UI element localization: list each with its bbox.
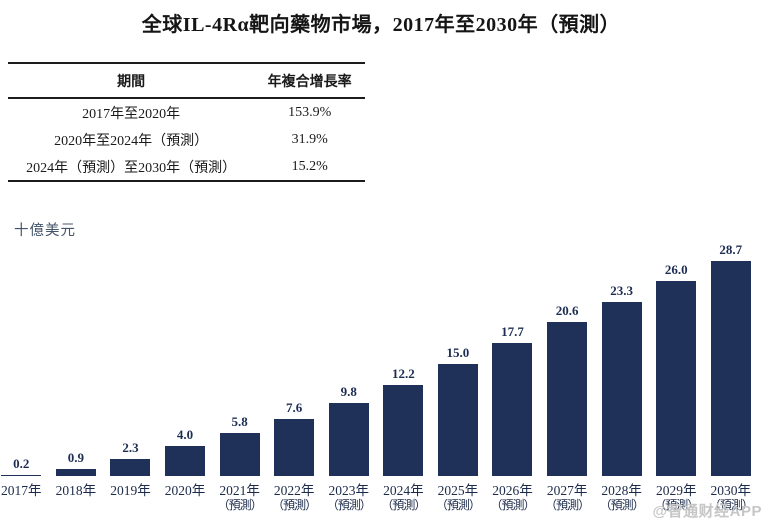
category-year: 2024年 (383, 483, 424, 498)
period-cell: 2024年（預測）至2030年（預測） (26, 161, 237, 176)
bar (710, 261, 751, 476)
cagr-cell: 153.9% (288, 105, 332, 120)
cagr-table: 期間 年複合增長率 2017年至2020年 153.9% 2020年至2024年… (8, 62, 365, 182)
table-row: 2024年（預測）至2030年（預測） 15.2% (8, 153, 365, 181)
category-forecast-note: （預測） (217, 497, 263, 512)
category-year: 2030年 (710, 483, 752, 498)
category-year: 2021年 (219, 483, 260, 498)
bar-category-label: 2023年 （預測） (326, 476, 372, 524)
cagr-cell: 15.2% (291, 159, 328, 174)
table-row: 2017年至2020年 153.9% (8, 98, 365, 126)
category-forecast-note: （預測） (490, 497, 535, 512)
bar-value-label: 4.0 (176, 427, 194, 442)
bar (492, 343, 533, 476)
category-forecast-note: （預測） (381, 497, 426, 512)
table-header-cagr: 年複合增長率 (254, 63, 365, 99)
bar-category-label: 2024年 （預測） (381, 476, 426, 524)
bar-value-label: 15.0 (446, 344, 470, 360)
bar-category-label: 2029年 （預測） (654, 476, 699, 524)
bar-column: 12.2 2024年 （預測） (376, 240, 431, 524)
bar-column: 0.2 2017年 (0, 240, 49, 524)
bar (110, 458, 151, 476)
category-forecast-note: （預測） (654, 497, 699, 512)
bar-value-label: 26.0 (664, 262, 688, 278)
bar-category-label: 2027年 （預測） (545, 476, 590, 524)
bar-column: 0.9 2018年 (49, 240, 104, 524)
bar (383, 384, 424, 476)
cagr-cell: 31.9% (291, 132, 328, 147)
category-forecast-note: （預測） (435, 497, 481, 512)
bar-category-label: 2028年 （預測） (599, 476, 645, 524)
bar (328, 402, 369, 476)
bar-column: 28.7 2030年 （預測） (704, 240, 759, 524)
bar-category-label: 2018年 (56, 476, 97, 524)
bar-chart: 0.2 2017年 0.9 2018年 2.3 2019年 4.0 2020年 5.8 2021年… (0, 240, 758, 524)
bar (165, 446, 206, 476)
bar-column: 7.6 2022年 （預測） (267, 240, 322, 524)
bar-value-label: 9.8 (340, 383, 357, 399)
table-header-period: 期間 (8, 63, 255, 99)
category-year: 2018年 (55, 483, 97, 498)
category-forecast-note: （預測） (326, 497, 372, 512)
category-year: 2026年 (492, 483, 533, 498)
bar (1, 474, 42, 476)
table-row: 2020年至2024年（預測） 31.9% (8, 126, 365, 153)
category-year: 2017年 (1, 483, 42, 498)
bar-category-label: 2030年 （預測） (708, 476, 754, 524)
category-forecast-note: （預測） (545, 497, 590, 512)
bar-category-label: 2021年 （預測） (217, 476, 263, 524)
bar-value-label: 12.2 (391, 365, 415, 381)
bar-category-label: 2020年 (165, 476, 206, 524)
bar-category-label: 2026年 （預測） (490, 476, 535, 524)
category-year: 2027年 (546, 483, 588, 498)
y-axis-unit-label: 十億美元 (14, 223, 76, 239)
category-forecast-note: （預測） (272, 497, 317, 512)
bar-column: 26.0 2029年 （預測） (649, 240, 704, 524)
watermark: @智通财经APP (652, 503, 762, 520)
bar-column: 15.0 2025年 （預測） (431, 240, 486, 524)
bar-column: 20.6 2027年 （預測） (540, 240, 595, 524)
category-year: 2029年 (655, 483, 697, 498)
bar-category-label: 2025年 （預測） (435, 476, 481, 524)
bar-column: 4.0 2020年 (158, 240, 213, 524)
bar (656, 281, 697, 476)
bar-column: 23.3 2028年 （預測） (594, 240, 649, 524)
bar-value-label: 2.3 (122, 439, 139, 455)
bar-column: 5.8 2021年 （預測） (212, 240, 267, 524)
bar-value-label: 28.7 (719, 242, 743, 257)
bar-column: 9.8 2023年 （預測） (321, 240, 376, 524)
table-header-row: 期間 年複合增長率 (8, 63, 365, 99)
bar-category-label: 2019年 (110, 476, 151, 524)
bar-column: 2.3 2019年 (103, 240, 158, 524)
bar-category-label: 2022年 （預測） (272, 476, 317, 524)
bar-value-label: 0.9 (67, 450, 84, 466)
category-year: 2023年 (328, 483, 370, 498)
period-cell: 2020年至2024年（預測） (54, 134, 209, 149)
bar-value-label: 17.7 (501, 324, 524, 340)
category-forecast-note: （預測） (708, 497, 754, 512)
category-year: 2019年 (110, 483, 151, 498)
bar-value-label: 7.6 (286, 400, 303, 416)
category-forecast-note: （預測） (599, 497, 645, 512)
category-year: 2025年 (437, 483, 479, 498)
bar (547, 321, 588, 476)
bar-column: 17.7 2026年 （預測） (485, 240, 540, 524)
bar-category-label: 2017年 (1, 476, 42, 524)
category-year: 2028年 (601, 483, 642, 498)
category-year: 2020年 (164, 483, 206, 498)
bar (437, 363, 478, 476)
bar (601, 301, 642, 476)
bar-value-label: 0.2 (13, 455, 30, 471)
chart-title: 全球IL-4Rα靶向藥物市場，2017年至2030年（預測） (141, 14, 621, 36)
bar (55, 469, 96, 476)
period-cell: 2017年至2020年 (82, 107, 181, 122)
bar-value-label: 20.6 (555, 302, 579, 318)
bar (274, 419, 315, 476)
bar-value-label: 5.8 (231, 413, 248, 429)
category-year: 2022年 (273, 483, 315, 498)
bar-value-label: 23.3 (610, 282, 634, 298)
bar (219, 432, 260, 476)
